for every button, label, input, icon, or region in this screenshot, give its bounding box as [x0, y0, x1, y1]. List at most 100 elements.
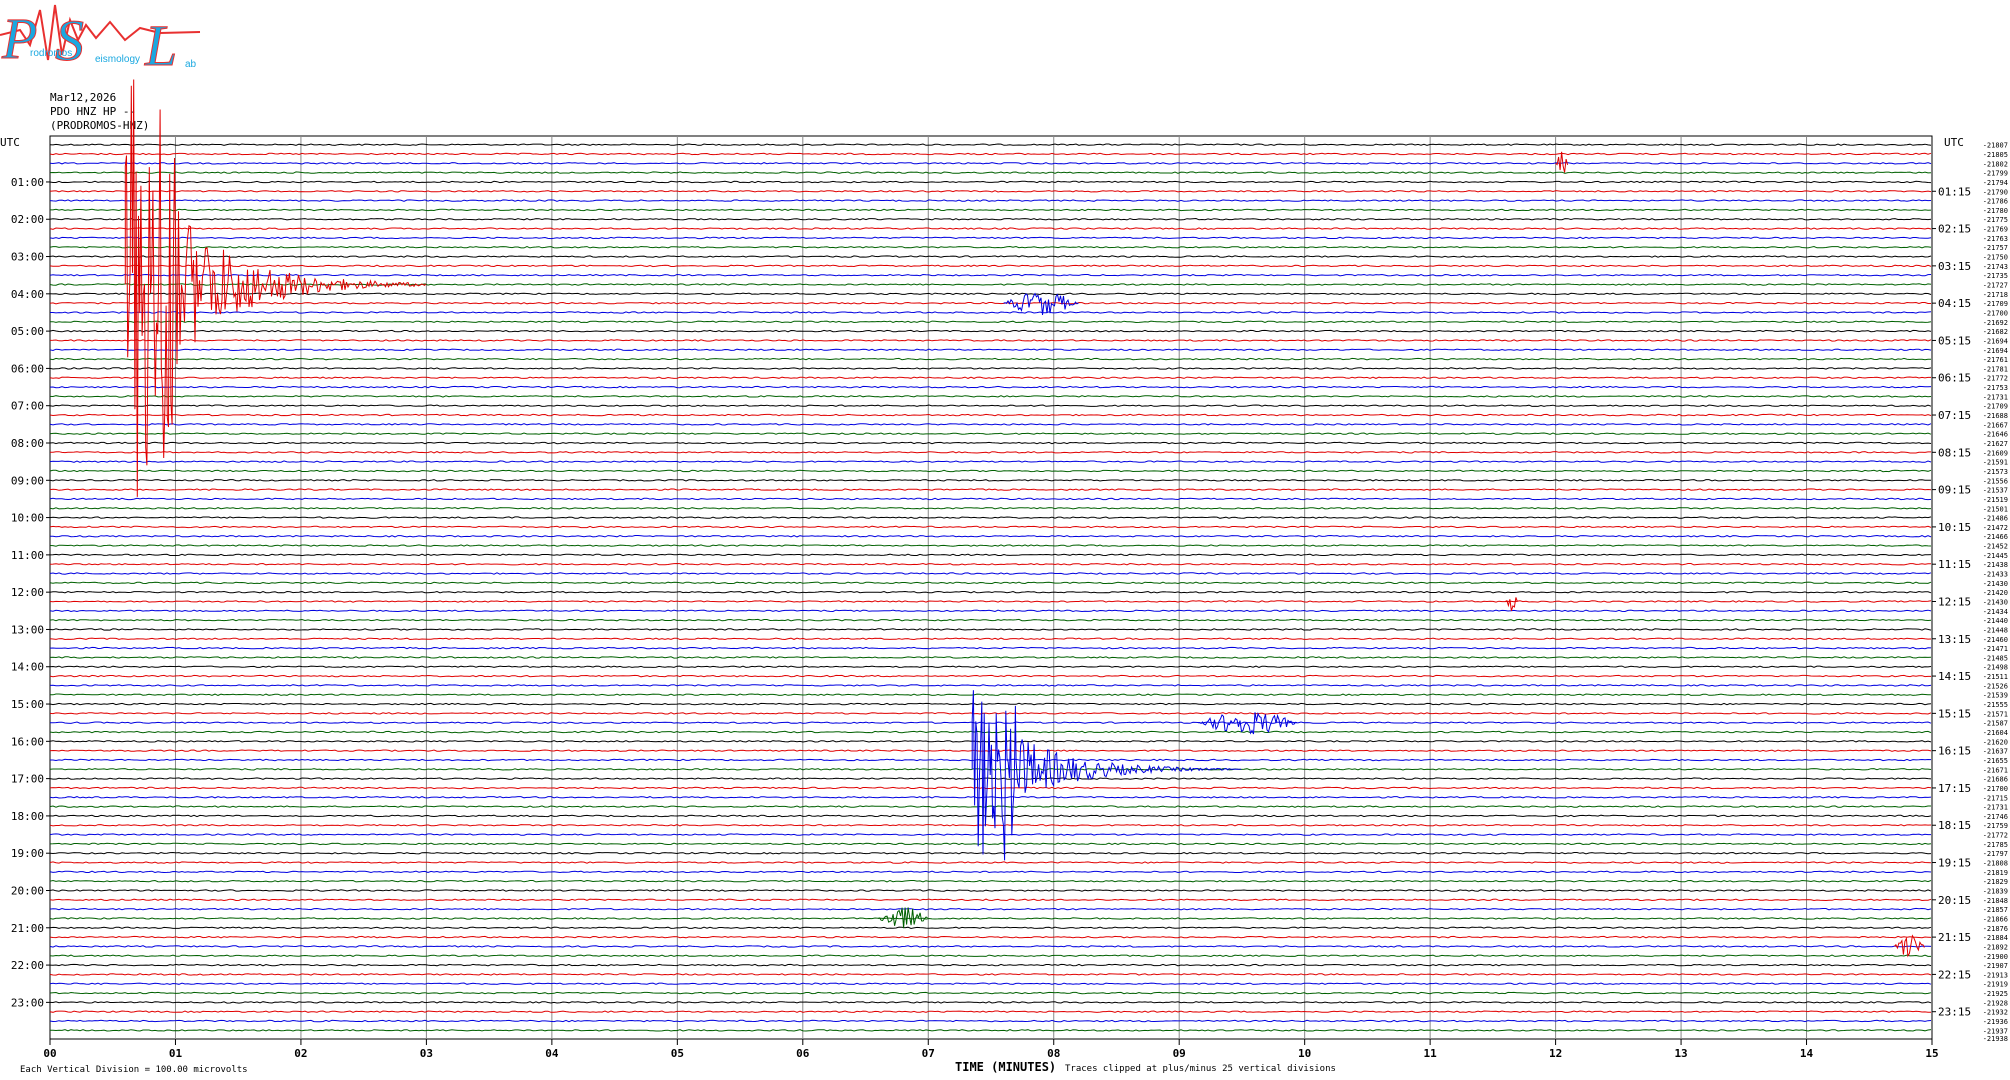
trace-row — [49, 917, 1932, 920]
trace-row — [49, 870, 1932, 874]
offset-value: -21445 — [1983, 552, 2008, 560]
trace-row — [50, 311, 1932, 314]
offset-value: -21750 — [1983, 254, 2008, 262]
left-hour-label: 04:00 — [11, 288, 44, 301]
offset-value: -21692 — [1983, 319, 2008, 327]
offset-value: -21609 — [1983, 449, 2008, 457]
trace-row — [49, 516, 1932, 519]
right-hour-label: 20:15 — [1938, 894, 1971, 907]
logo-seismic-wave — [0, 4, 201, 61]
trace-row — [49, 796, 1932, 799]
right-hour-label: 19:15 — [1938, 857, 1971, 870]
offset-value: -21667 — [1983, 421, 2008, 429]
trace-row — [49, 646, 1932, 650]
x-tick-label: 11 — [1424, 1047, 1438, 1060]
x-tick-label: 02 — [294, 1047, 307, 1060]
right-hour-label: 02:15 — [1938, 223, 1971, 236]
left-hour-label: 06:00 — [11, 362, 44, 375]
offset-value: -21587 — [1983, 720, 2008, 728]
trace-row — [49, 609, 1932, 613]
left-hour-label: 23:00 — [11, 996, 44, 1009]
seismic-event — [1197, 712, 1298, 735]
offset-value: -21688 — [1983, 412, 2008, 420]
offset-value: -21486 — [1983, 515, 2008, 523]
x-tick-label: 01 — [169, 1047, 183, 1060]
trace-row — [49, 814, 1932, 818]
trace-row — [49, 693, 1932, 696]
trace-row — [49, 674, 1931, 678]
right-hour-label: 14:15 — [1938, 670, 1971, 683]
x-tick-label: 05 — [671, 1047, 684, 1060]
trace-row — [49, 721, 1932, 724]
trace-row — [49, 954, 1931, 958]
offset-value: -21709 — [1983, 300, 2008, 308]
left-hour-label: 14:00 — [11, 661, 44, 674]
offset-value: -21907 — [1983, 962, 2008, 970]
logo-letter-s: S — [55, 8, 84, 73]
offset-value: -21472 — [1983, 524, 2008, 532]
header-site: (PRODROMOS-HNZ) — [50, 119, 150, 132]
offset-value: -21620 — [1983, 738, 2008, 746]
seismic-event — [1555, 151, 1569, 173]
offset-value: -21925 — [1983, 990, 2008, 998]
offset-value: -21892 — [1983, 943, 2008, 951]
trace-row — [49, 404, 1932, 407]
trace-row — [49, 777, 1932, 780]
trace-row — [49, 1029, 1932, 1032]
trace-row — [49, 162, 1932, 165]
offset-value: -21805 — [1983, 151, 2008, 159]
trace-row — [49, 879, 1932, 883]
right-hour-label: 09:15 — [1938, 484, 1971, 497]
trace-row — [49, 423, 1932, 426]
trace-row — [49, 600, 1932, 603]
offset-value: -21718 — [1983, 291, 2008, 299]
trace-row — [49, 329, 1932, 333]
left-hour-label: 17:00 — [11, 773, 44, 786]
offset-value: -21671 — [1983, 766, 2008, 774]
offset-value: -21775 — [1983, 216, 2008, 224]
offset-value: -21700 — [1983, 785, 2008, 793]
trace-row — [49, 292, 1932, 296]
offset-value: -21731 — [1983, 804, 2008, 812]
footer-vertical-division: Each Vertical Division = 100.00 microvol… — [20, 1065, 248, 1075]
offset-value: -21686 — [1983, 776, 2008, 784]
offset-value: -21460 — [1983, 636, 2008, 644]
trace-row — [49, 441, 1932, 445]
offset-value: -21571 — [1983, 710, 2008, 718]
offset-value: -21819 — [1983, 869, 2008, 877]
offset-value: -21430 — [1983, 598, 2008, 606]
trace-row — [49, 376, 1931, 379]
offset-value: -21829 — [1983, 878, 2008, 886]
trace-row — [49, 171, 1932, 174]
left-hour-label: 13:00 — [11, 623, 44, 636]
trace-row — [49, 339, 1932, 342]
logo-letter-l: L — [144, 13, 177, 75]
offset-value: -21511 — [1983, 673, 2008, 681]
logo-text-rodromos: rodromos — [30, 48, 72, 59]
offset-value: -21786 — [1983, 198, 2008, 206]
right-hour-label: 07:15 — [1938, 409, 1971, 422]
trace-row — [49, 730, 1932, 734]
trace-row — [50, 208, 1932, 212]
offset-value: -21761 — [1983, 356, 2008, 364]
left-hour-label: 10:00 — [11, 512, 44, 525]
right-hour-label: 21:15 — [1938, 931, 1971, 944]
seismic-event — [1003, 292, 1079, 315]
offset-value: -21781 — [1983, 365, 2008, 373]
trace-row — [49, 562, 1932, 566]
trace-row — [49, 889, 1932, 892]
offset-value: -21452 — [1983, 543, 2008, 551]
trace-row — [49, 479, 1931, 482]
offset-value-bottom: -21938 — [1983, 1035, 2008, 1043]
trace-row — [49, 395, 1932, 398]
offset-value: -21573 — [1983, 468, 2008, 476]
x-tick-label: 12 — [1549, 1047, 1562, 1060]
left-hour-label: 07:00 — [11, 400, 44, 413]
offset-value: -21731 — [1983, 393, 2008, 401]
offset-value: -21694 — [1983, 347, 2008, 355]
x-tick-label: 10 — [1298, 1047, 1311, 1060]
right-hour-label: 16:15 — [1938, 745, 1971, 758]
offset-value: -21471 — [1983, 645, 2008, 653]
left-hour-label: 21:00 — [11, 922, 44, 935]
